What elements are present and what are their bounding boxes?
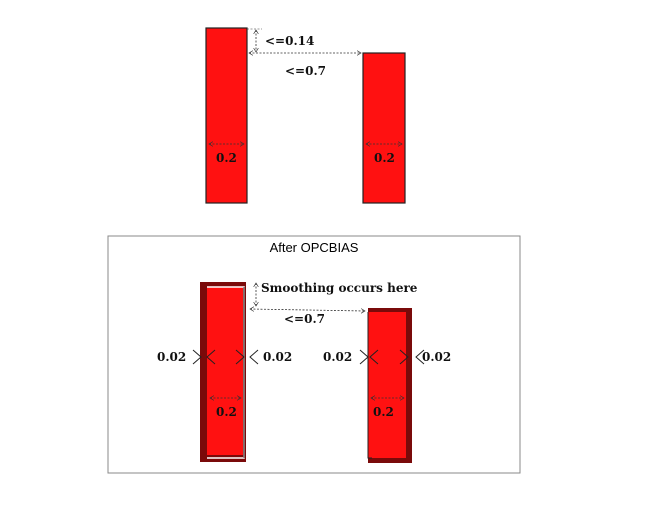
right-original-outline [367, 312, 372, 459]
right-shape [362, 52, 406, 204]
right-width-label: 0.2 [374, 151, 395, 165]
left-shape [207, 287, 243, 455]
gap-dimension-line [250, 309, 365, 311]
smoothing-label: Smoothing occurs here [261, 281, 418, 295]
spacing-label: <=0.14 [265, 34, 314, 48]
top-diagram: <=0.14 <=0.7 0.2 0.2 [205, 27, 406, 204]
bias-label-right-outer: 0.02 [323, 350, 352, 364]
bias-label-left-outer: 0.02 [157, 350, 186, 364]
bias-arrows [192, 349, 425, 365]
right-shape [368, 312, 406, 458]
left-width-label: 0.2 [216, 151, 237, 165]
panel-frame [107, 235, 521, 474]
panel-title: After OPCBIAS [270, 240, 359, 255]
left-shape [205, 27, 248, 204]
right-width-label: 0.2 [373, 405, 394, 419]
after-opcbias-panel: After OPCBIAS Smoothing occurs here <=0.… [107, 235, 521, 474]
gap-label: <=0.7 [284, 312, 325, 326]
gap-label: <=0.7 [285, 64, 326, 78]
left-width-label: 0.2 [216, 405, 237, 419]
bias-label-left-inner: 0.02 [263, 350, 292, 364]
bias-label-right-inner: 0.02 [422, 350, 451, 364]
